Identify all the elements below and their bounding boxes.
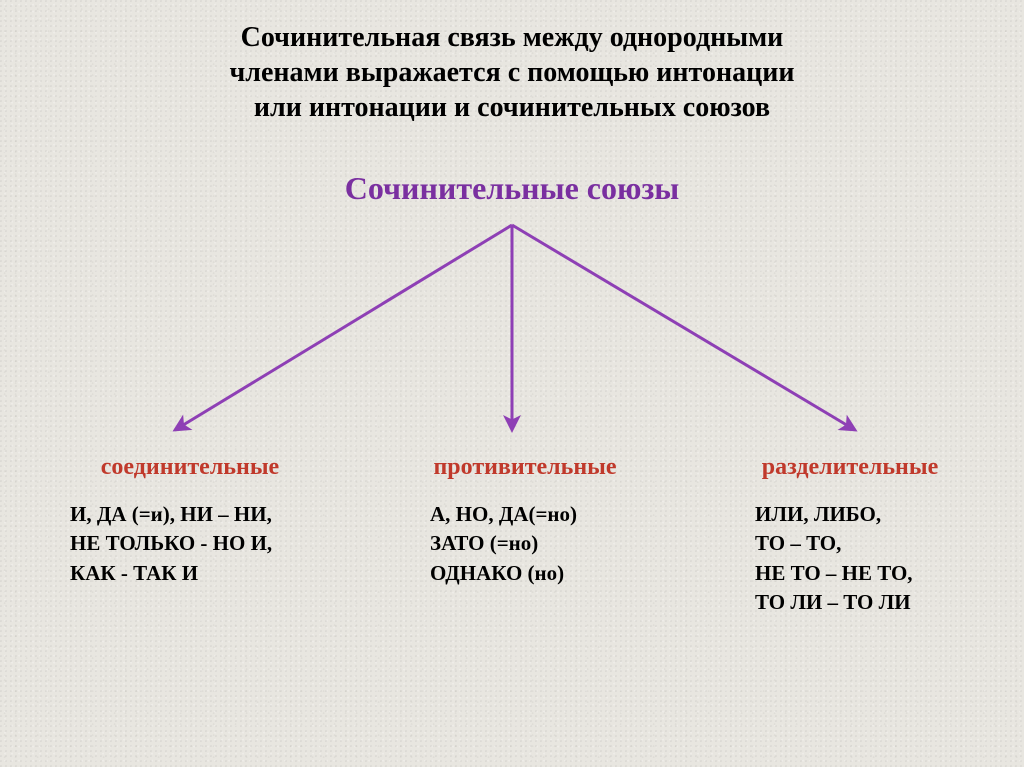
category-disjunctive-examples: ИЛИ, ЛИБО, ТО – ТО, НЕ ТО – НЕ ТО, ТО ЛИ… — [755, 500, 1005, 618]
category-disjunctive-label: разделительные — [720, 454, 980, 481]
category-adversative-label-text: противительные — [433, 454, 616, 480]
category-adversative-label: противительные — [395, 454, 655, 481]
arrow-right — [512, 225, 855, 430]
arrows-diagram — [0, 0, 1024, 767]
category-connective-label-text: соединительные — [101, 454, 279, 480]
category-connective-examples: И, ДА (=и), НИ – НИ, НЕ ТОЛЬКО - НО И, К… — [70, 500, 370, 588]
category-connective-label: соединительные — [60, 454, 320, 481]
arrow-left — [175, 225, 512, 430]
category-adversative-examples: А, НО, ДА(=но) ЗАТО (=но) ОДНАКО (но) — [430, 500, 680, 588]
category-disjunctive-label-text: разделительные — [762, 454, 938, 480]
